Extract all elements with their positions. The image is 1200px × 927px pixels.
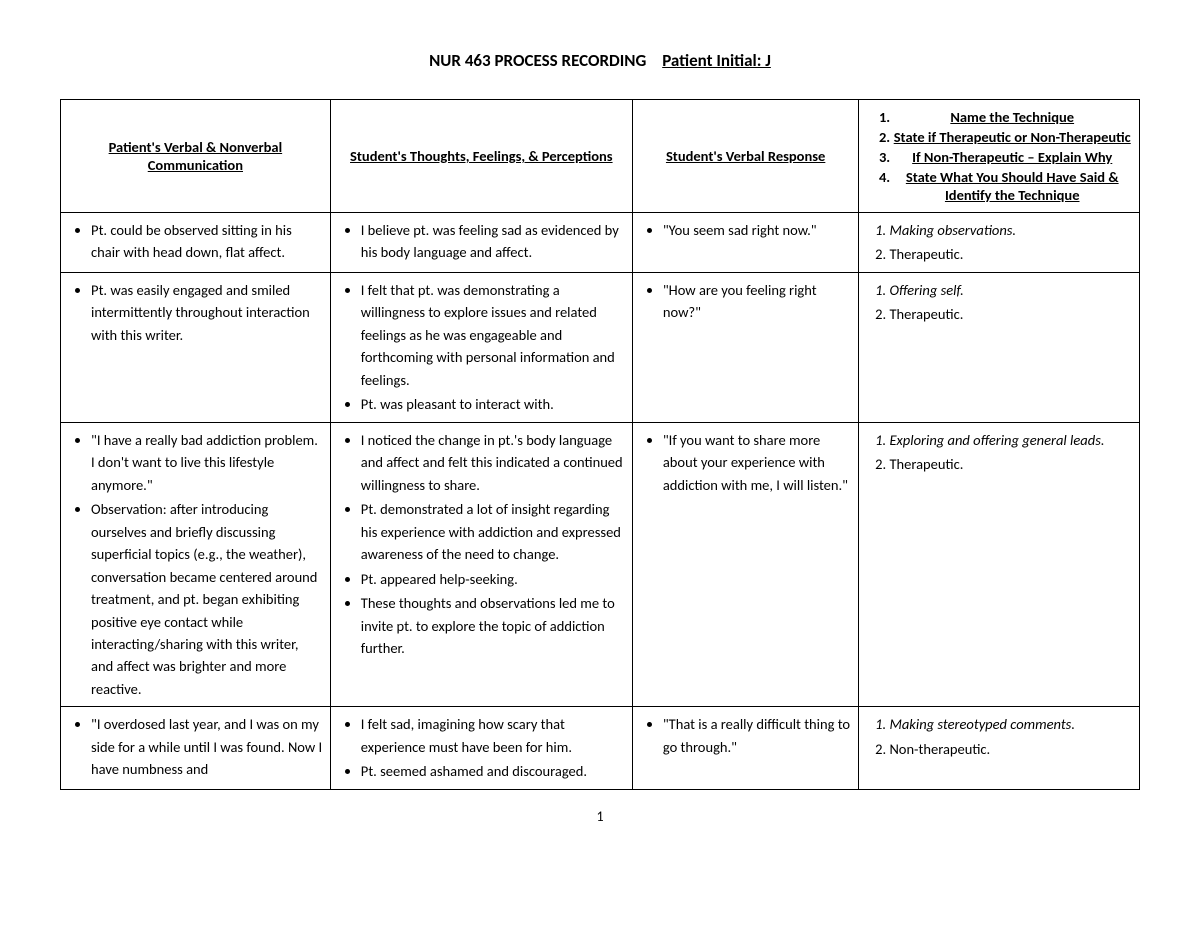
document-title-row: NUR 463 PROCESS RECORDING Patient Initia… xyxy=(60,50,1140,71)
col-header-patient-communication: Patient's Verbal & Nonverbal Communicati… xyxy=(61,100,331,213)
cell-technique: Offering self.Therapeutic. xyxy=(859,272,1140,422)
table-header-row: Patient's Verbal & Nonverbal Communicati… xyxy=(61,100,1140,213)
cell-student-response: "You seem sad right now." xyxy=(632,213,859,273)
cell-technique: Exploring and offering general leads.The… xyxy=(859,422,1140,707)
process-recording-table: Patient's Verbal & Nonverbal Communicati… xyxy=(60,99,1140,790)
list-item: Offering self. xyxy=(889,279,1133,301)
table-body: Pt. could be observed sitting in his cha… xyxy=(61,213,1140,790)
col-header-student-thoughts: Student's Thoughts, Feelings, & Percepti… xyxy=(330,100,632,213)
list-item: Exploring and offering general leads. xyxy=(889,429,1133,451)
col-header-student-response: Student's Verbal Response xyxy=(632,100,859,213)
list-item: "I have a really bad addiction problem. … xyxy=(91,429,324,496)
list-item: Pt. appeared help-seeking. xyxy=(361,568,626,590)
cell-technique: Making observations.Therapeutic. xyxy=(859,213,1140,273)
list-item: Pt. could be observed sitting in his cha… xyxy=(91,219,324,264)
list-item: Pt. demonstrated a lot of insight regard… xyxy=(361,498,626,565)
list-item: Making stereotyped comments. xyxy=(889,713,1133,735)
col4-header-item: Name the Technique xyxy=(893,108,1131,126)
table-row: Pt. could be observed sitting in his cha… xyxy=(61,213,1140,273)
cell-student-thoughts: I felt sad, imagining how scary that exp… xyxy=(330,707,632,789)
list-item: Making observations. xyxy=(889,219,1133,241)
list-item: I felt that pt. was demonstrating a will… xyxy=(361,279,626,391)
col4-header-item: State What You Should Have Said & Identi… xyxy=(893,168,1131,204)
list-item: I believe pt. was feeling sad as evidenc… xyxy=(361,219,626,264)
col4-header-list: Name the Technique State if Therapeutic … xyxy=(867,108,1131,204)
cell-patient-communication: Pt. was easily engaged and smiled interm… xyxy=(61,272,331,422)
list-item: These thoughts and observations led me t… xyxy=(361,592,626,659)
col4-header-item: State if Therapeutic or Non-Therapeutic xyxy=(893,128,1131,146)
table-row: "I have a really bad addiction problem. … xyxy=(61,422,1140,707)
list-item: I felt sad, imagining how scary that exp… xyxy=(361,713,626,758)
patient-initial-label: Patient Initial: J xyxy=(662,50,771,71)
list-item: I noticed the change in pt.'s body langu… xyxy=(361,429,626,496)
list-item: Pt. was easily engaged and smiled interm… xyxy=(91,279,324,346)
list-item: Therapeutic. xyxy=(889,303,1133,325)
cell-student-response: "If you want to share more about your ex… xyxy=(632,422,859,707)
document-title: NUR 463 PROCESS RECORDING xyxy=(429,50,646,71)
list-item: Observation: after introducing ourselves… xyxy=(91,498,324,700)
list-item: Therapeutic. xyxy=(889,453,1133,475)
list-item: "You seem sad right now." xyxy=(663,219,853,241)
cell-patient-communication: "I have a really bad addiction problem. … xyxy=(61,422,331,707)
cell-student-thoughts: I noticed the change in pt.'s body langu… xyxy=(330,422,632,707)
cell-patient-communication: Pt. could be observed sitting in his cha… xyxy=(61,213,331,273)
list-item: "How are you feeling right now?" xyxy=(663,279,853,324)
col-header-technique: Name the Technique State if Therapeutic … xyxy=(859,100,1140,213)
table-row: "I overdosed last year, and I was on my … xyxy=(61,707,1140,789)
list-item: "If you want to share more about your ex… xyxy=(663,429,853,496)
cell-student-response: "That is a really difficult thing to go … xyxy=(632,707,859,789)
cell-student-response: "How are you feeling right now?" xyxy=(632,272,859,422)
cell-student-thoughts: I felt that pt. was demonstrating a will… xyxy=(330,272,632,422)
cell-technique: Making stereotyped comments. Non-therapeu… xyxy=(859,707,1140,789)
col4-header-item: If Non-Therapeutic – Explain Why xyxy=(893,148,1131,166)
list-item: Pt. seemed ashamed and discouraged. xyxy=(361,760,626,782)
list-item: "I overdosed last year, and I was on my … xyxy=(91,713,324,780)
table-row: Pt. was easily engaged and smiled interm… xyxy=(61,272,1140,422)
list-item: Pt. was pleasant to interact with. xyxy=(361,393,626,415)
cell-patient-communication: "I overdosed last year, and I was on my … xyxy=(61,707,331,789)
cell-student-thoughts: I believe pt. was feeling sad as evidenc… xyxy=(330,213,632,273)
list-item: Non-therapeutic. xyxy=(889,738,1133,760)
page-number: 1 xyxy=(60,808,1140,825)
list-item: Therapeutic. xyxy=(889,243,1133,265)
list-item: "That is a really difficult thing to go … xyxy=(663,713,853,758)
